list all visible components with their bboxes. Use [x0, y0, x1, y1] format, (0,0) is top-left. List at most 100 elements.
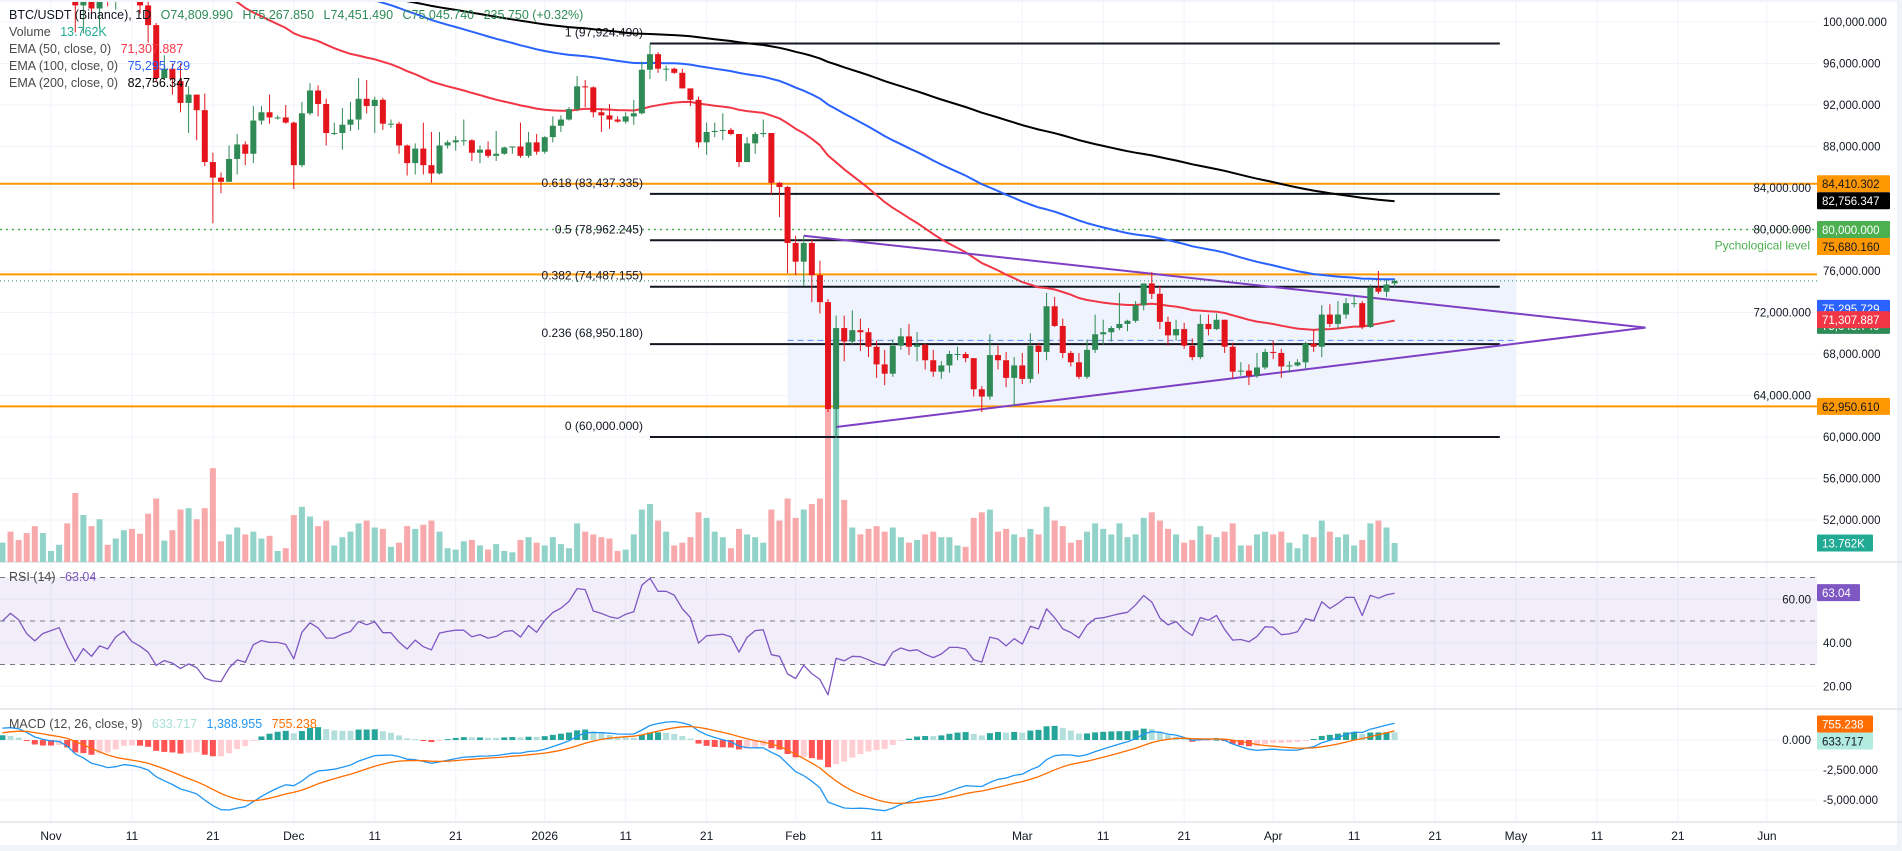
volume-bar [96, 519, 103, 562]
candle-down [881, 364, 888, 374]
time-axis-label: 11 [369, 829, 382, 843]
candle-up [371, 99, 378, 107]
macd-histogram-bar [1278, 740, 1285, 743]
axes[interactable]: Nov 11 21 Dec 11 21 2026 11 21 Feb 11 Mar 11 21 Apr 11 2… [40, 17, 1890, 843]
ema200-legend[interactable]: EMA (200, close, 0) 82,756.347 [9, 75, 196, 92]
volume-bar [1181, 542, 1188, 562]
macd-label: MACD (12, 26, close, 9) [9, 717, 143, 731]
price-label: 80,000.000 [1817, 221, 1890, 238]
fib-level-label: 0.618 (83,437.335) [542, 176, 643, 190]
macd-histogram-bar [1164, 734, 1171, 740]
price-label-bg [1817, 221, 1890, 238]
macd-histogram-bar [250, 740, 257, 741]
candle-up [161, 68, 168, 79]
ema50-legend[interactable]: EMA (50, close, 0) 71,307.887 [9, 41, 189, 58]
candle-down [687, 88, 694, 100]
macd-legend[interactable]: MACD (12, 26, close, 9) 633.717 1,388.95… [9, 716, 323, 733]
volume-bar [1124, 537, 1131, 562]
time-axis-label: Jun [1757, 829, 1776, 843]
macd-histogram-bar [614, 736, 621, 740]
macd-line-value: 1,388.955 [206, 717, 263, 731]
macd-pane[interactable] [0, 720, 1398, 812]
ema100-legend[interactable]: EMA (100, close, 0) 75,295.729 [9, 58, 196, 75]
candle-down [970, 358, 977, 390]
candle-down [679, 72, 686, 89]
volume-bar [1310, 537, 1317, 562]
candle-up [914, 344, 921, 347]
volume-legend[interactable]: Volume 13.762K [9, 24, 113, 41]
candle-down [727, 129, 734, 135]
macd-histogram-bar [1092, 732, 1099, 740]
macd-histogram-bar [371, 729, 378, 740]
rsi-legend[interactable]: RSI (14) 63.04 [9, 569, 102, 586]
macd-histogram-bar [153, 740, 160, 751]
volume-axis-label-bg [1817, 534, 1873, 552]
volume-bar [161, 540, 168, 562]
volume-bar [517, 539, 524, 562]
macd-histogram-bar [1035, 729, 1042, 740]
candle-up [1213, 319, 1220, 330]
volume-bar [1075, 539, 1082, 562]
candle-up [1084, 349, 1091, 377]
macd-histogram-bar [72, 740, 79, 753]
volume-bar [1011, 534, 1018, 562]
candle-down [242, 144, 249, 154]
macd-histogram-bar [347, 730, 354, 740]
candle-up [1383, 284, 1390, 292]
candle-down [590, 87, 597, 113]
macd-histogram-bar [735, 740, 742, 750]
rsi-pane[interactable] [0, 577, 1817, 696]
candle-down [768, 133, 775, 183]
candle-down [517, 146, 524, 156]
macd-histogram-bar [201, 740, 208, 755]
fib-level-label: 0 (60,000.000) [565, 419, 643, 433]
candle-up [185, 94, 192, 103]
macd-axis-tick: -2,500.000 [1823, 765, 1878, 777]
rsi-axis-tick: 40.00 [1823, 638, 1852, 650]
macd-histogram-bar [307, 727, 314, 740]
candle-up [1132, 305, 1139, 321]
candle-up [800, 242, 807, 262]
volume-bar [363, 520, 370, 562]
macd-histogram-bar [298, 731, 305, 740]
volume-bar [153, 498, 160, 562]
volume-bar [606, 538, 613, 562]
macd-histogram-bar [234, 740, 241, 750]
volume-bar [1156, 520, 1163, 562]
fib-level-label: 0.236 (68,950.180) [542, 326, 643, 340]
volume-bar [298, 506, 305, 562]
volume-bar [792, 517, 799, 562]
macd-histogram-bar [784, 740, 791, 755]
volume-bar [0, 542, 6, 562]
candle-up [1351, 303, 1358, 305]
candle-up [1092, 334, 1099, 350]
volume-bar [266, 535, 273, 562]
volume-bar [663, 531, 670, 562]
volume-bar [80, 515, 87, 562]
candle-up [897, 336, 904, 346]
symbol-title[interactable]: BTC/USDT (Binance), 1D [9, 8, 152, 22]
macd-histogram-bar [493, 737, 500, 740]
candle-down [962, 354, 969, 359]
volume-bar [1164, 528, 1171, 562]
volume-bar [1092, 523, 1099, 562]
volume-bar [938, 537, 945, 562]
volume-bar [1351, 545, 1358, 562]
macd-histogram-bar [161, 740, 168, 752]
macd-histogram-bar [501, 737, 508, 740]
volume-bar [1140, 517, 1147, 562]
candle-down [614, 119, 621, 122]
macd-histogram-bar [905, 738, 912, 740]
candle-down [922, 344, 929, 361]
candle-up [574, 86, 581, 110]
candle-up [226, 158, 233, 182]
candle-down [598, 112, 605, 116]
candle-up [760, 133, 767, 135]
volume-bar [768, 509, 775, 562]
time-axis-label: 21 [1177, 829, 1191, 843]
candle-up [1286, 365, 1293, 367]
time-axis-label: Nov [40, 829, 61, 843]
candle-up [1294, 362, 1301, 366]
